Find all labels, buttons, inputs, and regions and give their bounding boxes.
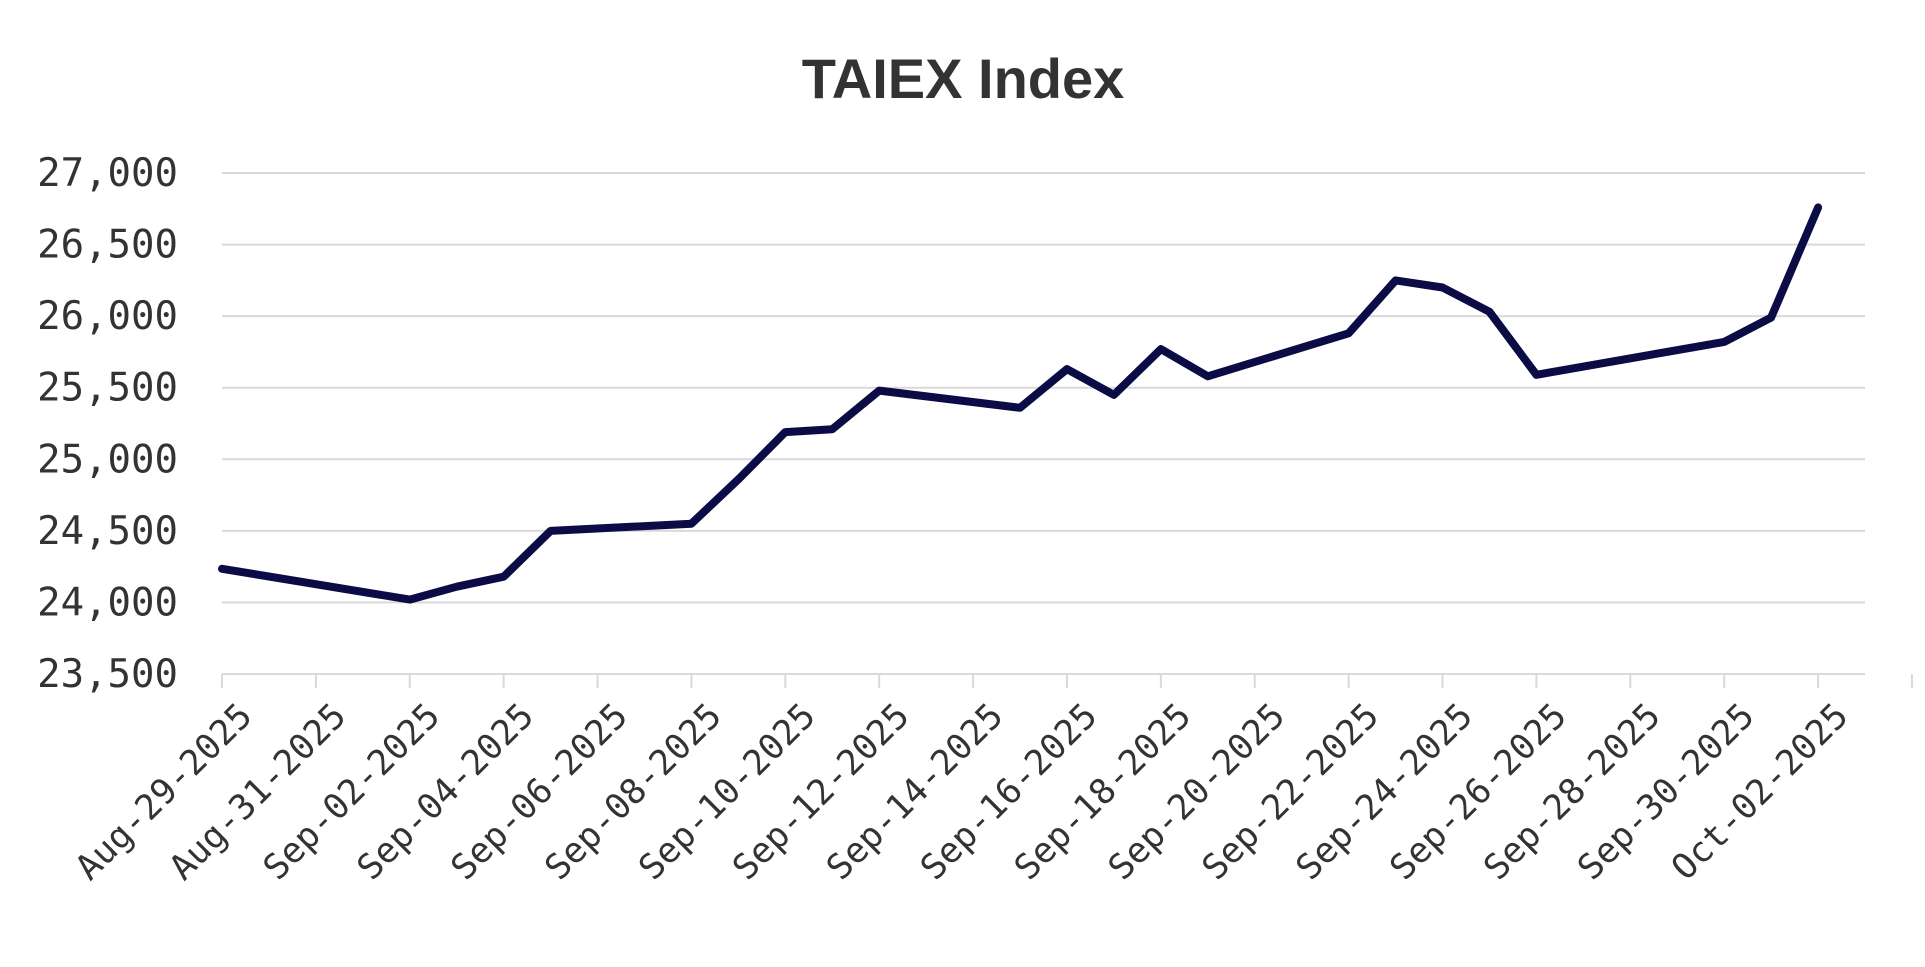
y-tick-label: 24,500 xyxy=(37,509,178,554)
chart-title: TAIEX Index xyxy=(802,47,1125,110)
series-layer xyxy=(218,203,1823,604)
y-tick-label: 26,500 xyxy=(37,223,178,268)
y-tick-label: 23,500 xyxy=(37,652,178,697)
y-tick-label: 25,000 xyxy=(37,437,178,482)
series-line xyxy=(218,203,1823,604)
grid-lines xyxy=(222,172,1865,604)
y-axis-tick-labels: 23,500 24,000 24,500 25,000 25,500 26,000 26,5… xyxy=(37,151,178,697)
x-axis-tick-labels: Aug-29-2025Aug-31-2025Sep-02-2025Sep-04-… xyxy=(68,696,1856,888)
y-tick-label: 27,000 xyxy=(37,151,178,196)
y-tick-label: 26,000 xyxy=(37,294,178,339)
x-axis xyxy=(221,673,1913,688)
y-tick-label: 25,500 xyxy=(37,366,178,411)
y-tick-label: 24,000 xyxy=(37,580,178,625)
